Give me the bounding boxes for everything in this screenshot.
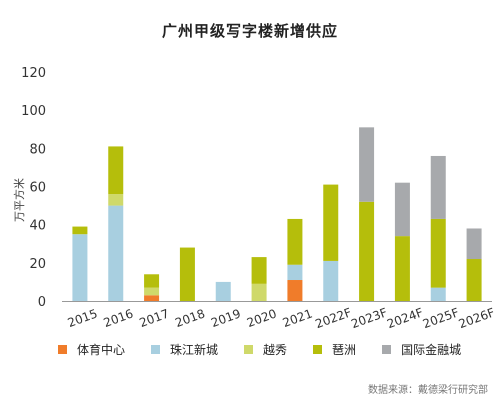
bar-segment: [430, 218, 446, 288]
x-tick-label: 2018: [173, 306, 206, 330]
y-tick-label: 20: [29, 257, 46, 272]
legend-swatch: [313, 345, 323, 354]
chart-title: 广州甲级写字楼新增供应: [161, 22, 338, 40]
legend-item: 国际金融城: [382, 341, 461, 358]
y-tick-label: 0: [38, 295, 46, 310]
legend: 体育中心 珠江新城 越秀 琶洲 国际金融城: [58, 341, 461, 358]
bar-segment: [251, 283, 267, 301]
legend-label: 国际金融城: [401, 343, 462, 357]
x-tick-label: 2016: [102, 306, 135, 330]
bar-segment: [108, 205, 124, 301]
bar-segment: [287, 218, 303, 265]
bar-segment: [359, 201, 375, 301]
bar-segment: [251, 257, 267, 284]
bar-segment: [179, 247, 195, 301]
y-tick-label: 100: [21, 104, 46, 119]
y-tick-label: 40: [29, 219, 46, 234]
legend-item: 越秀: [244, 341, 287, 358]
bar-segment: [430, 155, 446, 219]
x-tick-label: 2022F: [313, 305, 353, 331]
bar-segment: [108, 146, 124, 195]
bar-segment: [430, 287, 446, 301]
bar-segment: [394, 182, 410, 237]
legend-label: 珠江新城: [170, 343, 219, 357]
x-tick-label: 2021: [281, 306, 314, 330]
bar-segment: [72, 234, 88, 301]
y-tick-label: 120: [21, 66, 46, 81]
legend-label: 琶洲: [332, 343, 357, 357]
legend-swatch: [244, 345, 254, 354]
x-tick-label: 2025F: [421, 305, 461, 331]
x-tick-label: 2019: [209, 306, 242, 330]
x-tick-label: 2024F: [385, 305, 425, 331]
y-tick-label: 80: [29, 142, 46, 157]
legend-item: 体育中心: [58, 341, 125, 358]
legend-item: 琶洲: [313, 341, 356, 358]
bar-segment: [323, 184, 339, 261]
legend-item: 珠江新城: [151, 341, 218, 358]
legend-swatch: [382, 345, 392, 354]
bar-segment: [323, 260, 339, 301]
bar-segment: [394, 236, 410, 301]
bar-segment: [144, 287, 160, 296]
y-tick-label: 60: [29, 181, 46, 196]
legend-swatch: [151, 345, 161, 354]
x-tick-label: 2023F: [349, 305, 389, 331]
bar-segment: [466, 228, 482, 260]
bar-segment: [144, 274, 160, 288]
x-tick-label: 2015: [66, 306, 99, 330]
bar-segment: [466, 259, 482, 301]
legend-label: 越秀: [263, 343, 288, 357]
bar-segment: [215, 281, 231, 301]
bar-segment: [287, 264, 303, 281]
bar-segment: [144, 295, 160, 301]
legend-swatch: [58, 345, 67, 354]
x-tick-label: 2020: [245, 306, 278, 330]
bar-segment: [108, 194, 124, 206]
x-tick-label: 2017: [137, 306, 170, 330]
source-note: 数据来源：戴德梁行研究部: [368, 385, 488, 396]
bar-segment: [72, 226, 88, 235]
bar-segment: [359, 127, 375, 202]
x-tick-label: 2026F: [457, 305, 497, 331]
bar-segment: [287, 280, 303, 301]
legend-label: 体育中心: [77, 343, 126, 357]
